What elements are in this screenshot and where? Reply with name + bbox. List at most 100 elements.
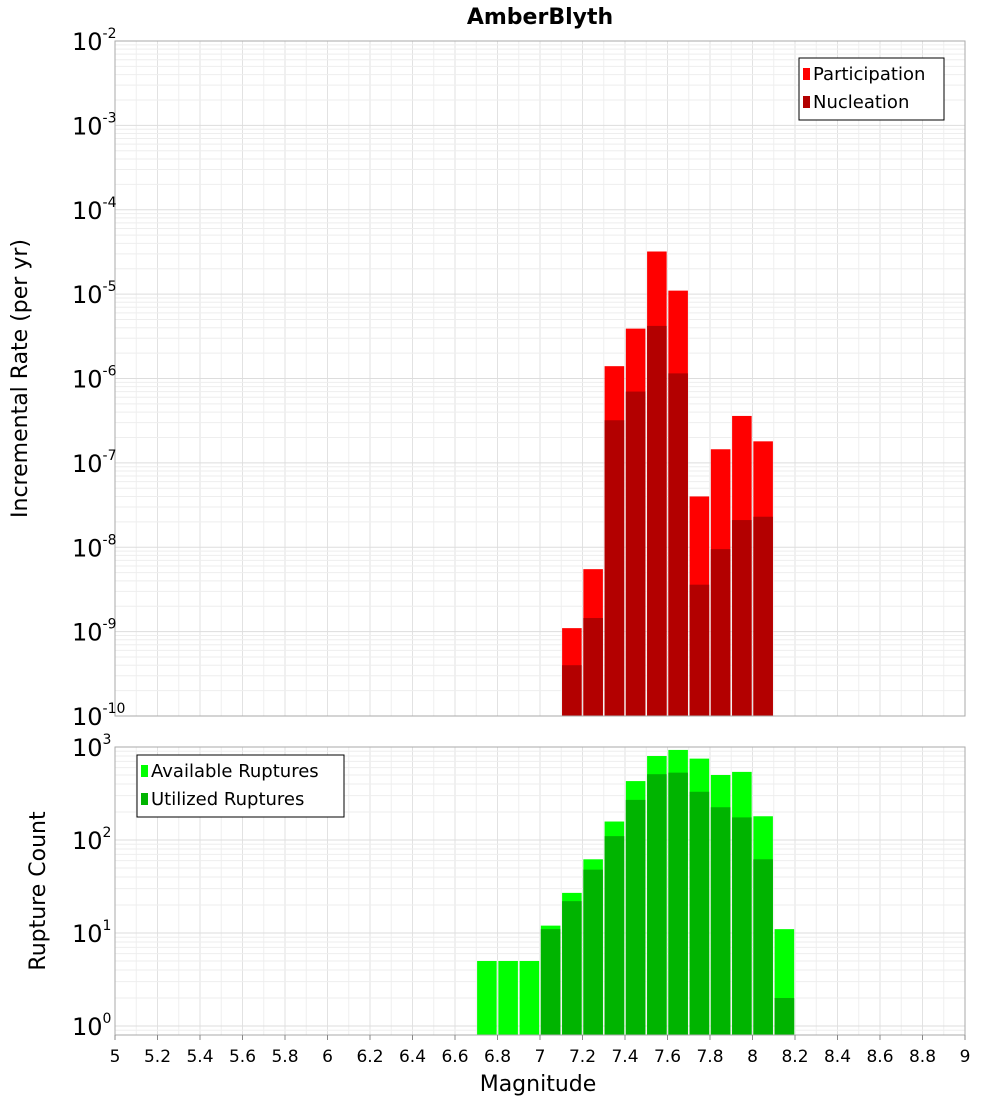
top-y-axis-label: Incremental Rate (per yr) <box>8 239 33 518</box>
bar-nucleation <box>625 391 646 716</box>
y-tick-exponent: -5 <box>103 279 117 295</box>
y-tick-label: 103 <box>72 732 111 762</box>
top-legend: Participation Nucleation <box>798 57 945 121</box>
bar-utilized-ruptures <box>562 901 582 1035</box>
legend-swatch <box>803 96 810 108</box>
x-tick-label: 7.6 <box>654 1047 681 1067</box>
y-tick-base: 10 <box>72 827 103 855</box>
bar-available-ruptures <box>519 960 540 1035</box>
bar-available-ruptures <box>498 960 518 1035</box>
bottom-grid <box>114 746 966 1036</box>
legend-label: Utilized Ruptures <box>151 789 304 810</box>
x-tick-label: 6.8 <box>484 1047 511 1067</box>
x-tick-label: 8.2 <box>781 1047 808 1067</box>
y-tick-exponent: -7 <box>103 448 117 464</box>
x-tick-label: 6.4 <box>399 1047 426 1067</box>
y-tick-label: 10-5 <box>72 279 117 309</box>
y-tick-label: 10-10 <box>72 701 125 731</box>
bar-utilized-ruptures <box>732 817 752 1035</box>
bar-nucleation <box>562 665 582 716</box>
y-tick-exponent: 1 <box>103 918 112 934</box>
y-tick-label: 10-3 <box>72 110 117 140</box>
y-tick-base: 10 <box>72 450 103 478</box>
y-tick-label: 102 <box>72 825 111 855</box>
legend-swatch <box>141 793 148 805</box>
x-tick-label: 8 <box>747 1047 758 1067</box>
bar-nucleation <box>689 584 710 716</box>
x-tick-label: 7 <box>535 1047 546 1067</box>
x-tick-label: 5.8 <box>271 1047 298 1067</box>
bar-utilized-ruptures <box>540 929 561 1035</box>
bar-utilized-ruptures <box>604 836 625 1035</box>
bar-utilized-ruptures <box>689 791 710 1035</box>
bar-utilized-ruptures <box>625 799 646 1035</box>
top-bars <box>562 251 773 716</box>
bar-utilized-ruptures <box>774 997 795 1035</box>
y-tick-base: 10 <box>72 920 103 948</box>
bar-available-ruptures <box>477 960 497 1035</box>
bottom-bars <box>477 749 795 1035</box>
x-tick-label: 5.4 <box>186 1047 213 1067</box>
x-tick-label: 6 <box>322 1047 333 1067</box>
bar-utilized-ruptures <box>647 774 667 1035</box>
x-tick-label: 8.4 <box>824 1047 851 1067</box>
top-plot-frame <box>114 40 966 717</box>
y-tick-exponent: -10 <box>103 701 126 717</box>
legend-swatch <box>141 765 148 777</box>
x-tick-label: 8.6 <box>866 1047 893 1067</box>
x-tick-labels: 5 5.2 5.4 5.6 5.8 6 6.2 6.4 6.6 6.8 7 7.2 7.4 7.6 7.8 8… <box>110 1035 971 1067</box>
bar-nucleation <box>710 549 731 716</box>
x-tick-label: 9 <box>960 1047 971 1067</box>
bar-nucleation <box>668 373 688 716</box>
legend-swatch <box>803 68 810 80</box>
top-grid <box>114 40 966 717</box>
y-tick-exponent: 0 <box>103 1011 112 1027</box>
bar-utilized-ruptures <box>753 859 773 1035</box>
y-tick-exponent: -9 <box>103 617 117 633</box>
y-tick-base: 10 <box>72 534 103 562</box>
y-tick-base: 10 <box>72 112 103 140</box>
x-tick-label: 5 <box>110 1047 121 1067</box>
y-tick-label: 100 <box>72 1011 111 1041</box>
x-tick-label: 6.6 <box>441 1047 468 1067</box>
y-tick-exponent: -8 <box>103 532 117 548</box>
y-tick-exponent: 2 <box>103 825 112 841</box>
y-tick-label: 10-4 <box>72 195 117 225</box>
bottom-legend: Available Ruptures Utilized Ruptures <box>136 754 345 818</box>
y-tick-exponent: -6 <box>103 364 117 380</box>
legend-label: Nucleation <box>813 92 909 113</box>
bar-nucleation <box>583 618 603 716</box>
chart-title: AmberBlyth <box>467 5 613 30</box>
x-tick-label: 8.8 <box>909 1047 936 1067</box>
x-tick-label: 7.8 <box>696 1047 723 1067</box>
bar-nucleation <box>604 420 625 716</box>
x-axis-label: Magnitude <box>480 1072 597 1097</box>
y-tick-base: 10 <box>72 1013 103 1041</box>
y-tick-exponent: -2 <box>103 26 117 42</box>
y-tick-exponent: 3 <box>103 732 112 748</box>
bar-utilized-ruptures <box>710 807 731 1035</box>
legend-label: Available Ruptures <box>151 761 319 782</box>
x-tick-label: 5.2 <box>144 1047 171 1067</box>
bar-nucleation <box>753 516 773 716</box>
y-tick-exponent: -3 <box>103 110 117 126</box>
y-tick-base: 10 <box>72 197 103 225</box>
x-tick-label: 6.2 <box>356 1047 383 1067</box>
legend-label: Participation <box>813 64 925 85</box>
legend-box <box>798 57 945 121</box>
y-tick-base: 10 <box>72 703 103 731</box>
y-tick-label: 10-9 <box>72 617 117 647</box>
y-tick-base: 10 <box>72 281 103 309</box>
y-tick-label: 10-6 <box>72 364 117 394</box>
y-tick-label: 10-7 <box>72 448 117 478</box>
y-tick-base: 10 <box>72 734 103 762</box>
y-tick-label: 101 <box>72 918 111 948</box>
y-tick-base: 10 <box>72 619 103 647</box>
bar-nucleation <box>647 325 667 716</box>
y-tick-label: 10-2 <box>72 26 117 56</box>
y-tick-label: 10-8 <box>72 532 117 562</box>
bar-nucleation <box>732 520 752 716</box>
